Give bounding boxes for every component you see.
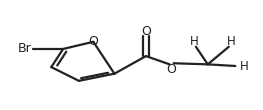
Text: Br: Br (18, 42, 32, 55)
Text: H: H (189, 35, 198, 48)
Text: O: O (88, 35, 98, 48)
Text: O: O (141, 25, 151, 38)
Text: H: H (227, 35, 236, 48)
Text: H: H (239, 60, 248, 73)
Text: O: O (166, 63, 176, 76)
